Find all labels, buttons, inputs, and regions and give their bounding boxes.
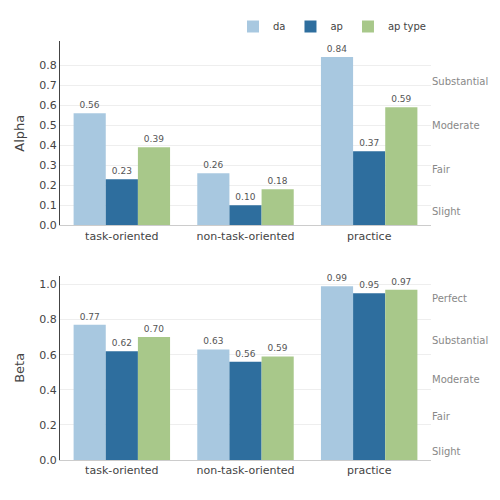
svg-text:0.2: 0.2 xyxy=(39,419,57,432)
svg-text:0.0: 0.0 xyxy=(39,219,57,232)
svg-text:task-oriented: task-oriented xyxy=(85,464,158,477)
svg-text:Substantial: Substantial xyxy=(432,76,488,87)
svg-text:0.62: 0.62 xyxy=(112,338,132,348)
svg-text:0.37: 0.37 xyxy=(359,138,379,148)
svg-text:0.18: 0.18 xyxy=(267,176,287,186)
svg-text:Perfect: Perfect xyxy=(432,293,467,304)
svg-text:0.97: 0.97 xyxy=(391,277,411,287)
svg-text:0.63: 0.63 xyxy=(203,336,223,346)
svg-text:0.4: 0.4 xyxy=(39,384,57,397)
svg-text:ap type: ap type xyxy=(388,21,426,32)
svg-text:0.56: 0.56 xyxy=(235,349,255,359)
svg-text:0.7: 0.7 xyxy=(39,79,57,92)
svg-text:0.0: 0.0 xyxy=(39,454,57,467)
svg-text:0.39: 0.39 xyxy=(144,134,164,144)
svg-text:Fair: Fair xyxy=(432,164,451,175)
svg-text:Moderate: Moderate xyxy=(432,120,480,131)
svg-text:0.70: 0.70 xyxy=(144,324,164,334)
svg-text:Slight: Slight xyxy=(432,446,461,457)
svg-text:0.1: 0.1 xyxy=(39,199,57,212)
svg-text:practice: practice xyxy=(347,230,392,243)
svg-text:ap: ap xyxy=(330,21,342,32)
svg-text:da: da xyxy=(273,21,285,32)
svg-text:0.84: 0.84 xyxy=(327,44,347,54)
svg-text:0.77: 0.77 xyxy=(80,312,100,322)
svg-text:Fair: Fair xyxy=(432,411,451,422)
svg-text:task-oriented: task-oriented xyxy=(85,230,158,243)
svg-text:0.8: 0.8 xyxy=(39,59,57,72)
svg-text:0.3: 0.3 xyxy=(39,159,57,172)
svg-text:Alpha: Alpha xyxy=(12,115,27,152)
svg-text:0.95: 0.95 xyxy=(359,280,379,290)
svg-text:0.8: 0.8 xyxy=(39,313,57,326)
svg-text:1.0: 1.0 xyxy=(39,278,57,291)
svg-text:0.56: 0.56 xyxy=(80,100,100,110)
svg-text:0.6: 0.6 xyxy=(39,99,57,112)
svg-text:practice: practice xyxy=(347,464,392,477)
svg-text:0.26: 0.26 xyxy=(203,160,223,170)
svg-text:non-task-oriented: non-task-oriented xyxy=(196,464,294,477)
svg-text:0.5: 0.5 xyxy=(39,119,57,132)
svg-text:0.23: 0.23 xyxy=(112,166,132,176)
svg-text:0.59: 0.59 xyxy=(391,94,411,104)
svg-text:0.99: 0.99 xyxy=(327,273,347,283)
svg-text:0.10: 0.10 xyxy=(235,192,255,202)
svg-text:0.59: 0.59 xyxy=(267,343,287,353)
svg-text:0.4: 0.4 xyxy=(39,139,57,152)
svg-text:Slight: Slight xyxy=(432,206,461,217)
svg-text:Moderate: Moderate xyxy=(432,374,480,385)
svg-text:non-task-oriented: non-task-oriented xyxy=(196,230,294,243)
svg-text:0.6: 0.6 xyxy=(39,349,57,362)
svg-text:Beta: Beta xyxy=(12,353,27,383)
svg-text:Substantial: Substantial xyxy=(432,335,488,346)
svg-text:0.2: 0.2 xyxy=(39,179,57,192)
